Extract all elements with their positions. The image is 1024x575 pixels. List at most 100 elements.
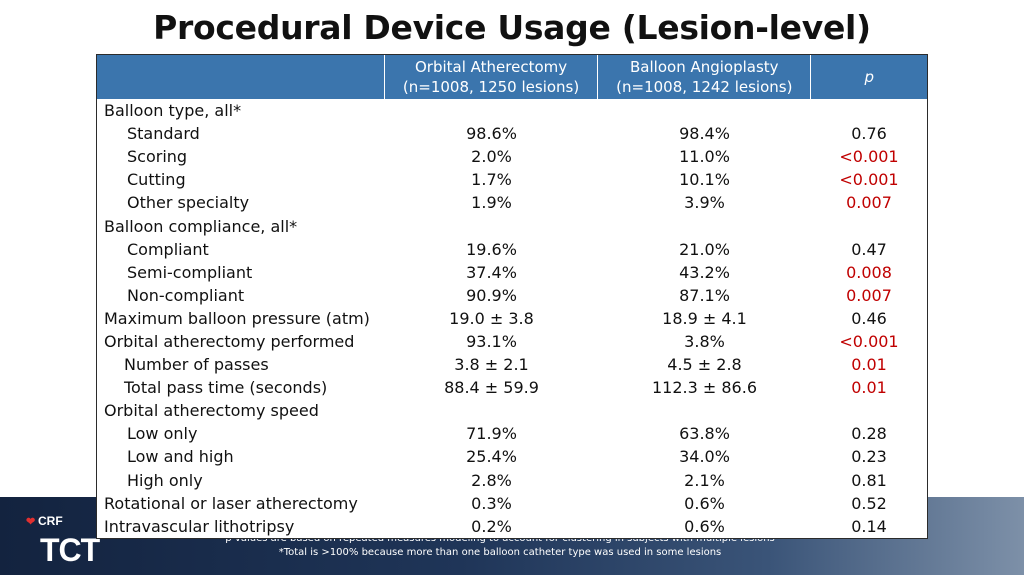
p-value: 0.01 [851, 378, 887, 398]
table-row: Standard 98.6% 98.4% 0.76 [97, 122, 927, 145]
p-value: 0.007 [846, 193, 892, 213]
orbital-atherectomy-value: 3.8 ± 2.1 [454, 355, 529, 375]
table-row: Maximum balloon pressure (atm) 19.0 ± 3.8… [97, 307, 927, 330]
table-row: Semi-compliant 37.4% 43.2% 0.008 [97, 261, 927, 284]
orbital-atherectomy-value: 90.9% [466, 285, 517, 305]
balloon-angioplasty-value: 0.6% [684, 516, 725, 536]
row-label: Intravascular lithotripsy [104, 516, 295, 536]
crf-logo: ❤ CRF [26, 514, 63, 528]
p-value: 0.28 [851, 424, 887, 444]
device-usage-table: Orbital Atherectomy (n=1008, 1250 lesions… [96, 54, 928, 539]
header-p-value: p [810, 55, 927, 99]
table-row: Intravascular lithotripsy 0.2% 0.6% 0.14 [97, 515, 927, 538]
table-row: Rotational or laser atherectomy 0.3% 0.6% 0… [97, 492, 927, 515]
balloon-angioplasty-value: 18.9 ± 4.1 [662, 308, 747, 328]
p-value: <0.001 [839, 331, 899, 351]
balloon-angioplasty-value: 63.8% [679, 424, 730, 444]
crf-logo-text: CRF [38, 514, 63, 528]
balloon-angioplasty-value: 11.0% [679, 147, 730, 167]
footnote-total: *Total is >100% because more than one ba… [278, 547, 722, 558]
table-row: Non-compliant 90.9% 87.1% 0.007 [97, 284, 927, 307]
table-row: Balloon compliance, all* [97, 214, 927, 237]
balloon-angioplasty-value: 0.6% [684, 493, 725, 513]
balloon-angioplasty-value: 2.1% [684, 470, 725, 490]
row-label: Other specialty [127, 193, 250, 213]
balloon-angioplasty-value: 98.4% [679, 124, 730, 144]
table-header: Orbital Atherectomy (n=1008, 1250 lesions… [97, 55, 927, 99]
row-label: Rotational or laser atherectomy [104, 493, 358, 513]
table-row: High only 2.8% 2.1% 0.81 [97, 469, 927, 492]
heart-icon: ❤ [26, 516, 36, 528]
balloon-angioplasty-value: 112.3 ± 86.6 [651, 378, 757, 398]
table-row: Balloon type, all* [97, 99, 927, 122]
row-label: Number of passes [124, 355, 269, 375]
p-value: 0.01 [851, 355, 887, 375]
table-row: Low only 71.9% 63.8% 0.28 [97, 422, 927, 445]
table-row: Orbital atherectomy performed 93.1% 3.8% <0… [97, 330, 927, 353]
row-label: Low only [127, 424, 198, 444]
p-value: 0.47 [851, 239, 887, 259]
row-label: Balloon type, all* [104, 101, 242, 121]
header-balloon-angioplasty: Balloon Angioplasty (n=1008, 1242 lesions… [597, 55, 810, 99]
orbital-atherectomy-value: 98.6% [466, 124, 517, 144]
orbital-atherectomy-value: 19.0 ± 3.8 [449, 308, 534, 328]
p-value: 0.81 [851, 470, 887, 490]
table-row: Low and high 25.4% 34.0% 0.23 [97, 445, 927, 468]
row-label: Cutting [127, 170, 186, 190]
orbital-atherectomy-value: 88.4 ± 59.9 [444, 378, 539, 398]
p-value: <0.001 [839, 170, 899, 190]
orbital-atherectomy-value: 37.4% [466, 262, 517, 282]
p-value: 0.14 [851, 516, 887, 536]
row-label: Compliant [127, 239, 209, 259]
table-row: Total pass time (seconds) 88.4 ± 59.9 112.… [97, 376, 927, 399]
row-label: Maximum balloon pressure (atm) [104, 308, 370, 328]
row-label: Semi-compliant [127, 262, 253, 282]
row-label: High only [127, 470, 203, 490]
row-label: Non-compliant [127, 285, 245, 305]
orbital-atherectomy-value: 93.1% [466, 331, 517, 351]
p-value: 0.76 [851, 124, 887, 144]
orbital-atherectomy-value: 1.7% [471, 170, 512, 190]
row-label: Low and high [127, 447, 234, 467]
orbital-atherectomy-value: 2.8% [471, 470, 512, 490]
p-value: 0.008 [846, 262, 892, 282]
p-value: 0.007 [846, 285, 892, 305]
row-label: Standard [127, 124, 200, 144]
orbital-atherectomy-value: 2.0% [471, 147, 512, 167]
row-label: Total pass time (seconds) [124, 378, 328, 398]
page-title: Procedural Device Usage (Lesion-level) [153, 8, 871, 47]
orbital-atherectomy-value: 71.9% [466, 424, 517, 444]
orbital-atherectomy-value: 1.9% [471, 193, 512, 213]
row-label: Scoring [127, 147, 188, 167]
table-row: Other specialty 1.9% 3.9% 0.007 [97, 191, 927, 214]
p-value: 0.52 [851, 493, 887, 513]
row-label: Balloon compliance, all* [104, 216, 298, 236]
row-label: Orbital atherectomy performed [104, 331, 355, 351]
balloon-angioplasty-value: 10.1% [679, 170, 730, 190]
table-body: Balloon type, all* Standard 98.6% 98.4% 0.76… [97, 99, 927, 538]
balloon-angioplasty-value: 4.5 ± 2.8 [667, 355, 742, 375]
header-orbital-atherectomy: Orbital Atherectomy (n=1008, 1250 lesions… [383, 55, 597, 99]
p-value: 0.23 [851, 447, 887, 467]
table-row: Number of passes 3.8 ± 2.1 4.5 ± 2.8 0.01 [97, 353, 927, 376]
header-ba-n: (n=1008, 1242 lesions) [616, 78, 793, 96]
balloon-angioplasty-value: 34.0% [679, 447, 730, 467]
row-label: Orbital atherectomy speed [104, 401, 319, 421]
orbital-atherectomy-value: 0.3% [471, 493, 512, 513]
balloon-angioplasty-value: 21.0% [679, 239, 730, 259]
tct-logo-text: TCT [40, 532, 100, 568]
balloon-angioplasty-value: 3.9% [684, 193, 725, 213]
p-value: <0.001 [839, 147, 899, 167]
tct-logo: ❤ CRF TCT [22, 512, 102, 572]
balloon-angioplasty-value: 43.2% [679, 262, 730, 282]
balloon-angioplasty-value: 87.1% [679, 285, 730, 305]
table-row: Compliant 19.6% 21.0% 0.47 [97, 238, 927, 261]
header-oa-name: Orbital Atherectomy [414, 58, 568, 76]
orbital-atherectomy-value: 19.6% [466, 239, 517, 259]
header-oa-n: (n=1008, 1250 lesions) [402, 78, 580, 96]
table-row: Orbital atherectomy speed [97, 399, 927, 422]
table-row: Cutting 1.7% 10.1% <0.001 [97, 168, 927, 191]
header-ba-name: Balloon Angioplasty [630, 58, 779, 76]
table-row: Scoring 2.0% 11.0% <0.001 [97, 145, 927, 168]
orbital-atherectomy-value: 0.2% [471, 516, 512, 536]
